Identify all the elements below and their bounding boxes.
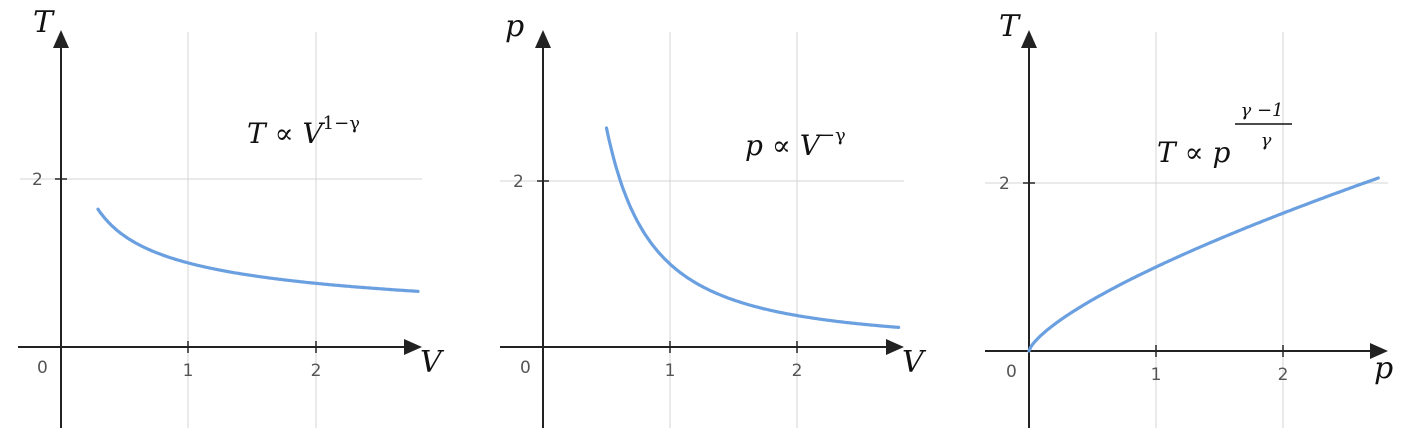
origin-label: 0 xyxy=(520,358,531,378)
y-tick-label-2: 2 xyxy=(32,170,43,190)
relation-annotation: T ∝ V1−γ xyxy=(247,113,360,150)
x-axis-arrow xyxy=(1370,343,1388,359)
x-axis-label: V xyxy=(902,345,927,380)
y-axis-arrow xyxy=(53,30,69,48)
x-tick-label-1: 1 xyxy=(665,361,676,381)
series-line xyxy=(1027,176,1380,353)
origin-label: 0 xyxy=(1006,362,1017,382)
y-tick-label-2: 2 xyxy=(999,174,1010,194)
x-tick-label-2: 2 xyxy=(311,361,322,381)
annotation-rel: ∝ xyxy=(266,117,303,150)
relation-annotation: p ∝ V−γ xyxy=(745,125,846,162)
annotation-exponent: −γ xyxy=(820,125,846,146)
annotation-rel: ∝ xyxy=(763,129,800,162)
y-axis-label: p xyxy=(505,9,524,44)
annotation-exponent: 1−γ xyxy=(323,113,360,134)
origin-label: 0 xyxy=(37,358,48,378)
annotation-base: V xyxy=(800,129,823,162)
x-axis-arrow xyxy=(886,339,904,355)
x-tick-label-2: 2 xyxy=(1278,365,1289,385)
series-line xyxy=(604,126,901,329)
annotation-lhs: p xyxy=(745,129,763,162)
panel-3: 0 1 2 2 p T T ∝ p γ −1 γ xyxy=(985,9,1393,428)
annotation-exp-denominator: γ xyxy=(1261,130,1272,151)
y-axis-arrow xyxy=(535,30,551,48)
y-axis-label: T xyxy=(33,5,55,40)
annotation-rel: ∝ xyxy=(1176,136,1213,169)
x-tick-label-1: 1 xyxy=(1151,365,1162,385)
annotation-base: p xyxy=(1212,136,1230,169)
annotation-main: T ∝ p xyxy=(1157,136,1230,169)
x-tick-label-1: 1 xyxy=(183,361,194,381)
annotation-lhs: T xyxy=(1157,136,1178,169)
x-axis-label: p xyxy=(1374,351,1393,386)
y-axis-label: T xyxy=(999,9,1021,44)
annotation-lhs: T xyxy=(247,117,268,150)
x-axis-arrow xyxy=(404,339,422,355)
relation-annotation: T ∝ p γ −1 γ xyxy=(1157,100,1292,169)
x-axis-label: V xyxy=(420,345,445,380)
y-tick-label-2: 2 xyxy=(513,172,524,192)
y-axis-arrow xyxy=(1021,30,1037,48)
x-tick-label-2: 2 xyxy=(792,361,803,381)
panel-1: 0 1 2 2 V T T ∝ V1−γ xyxy=(18,5,445,428)
annotation-base: V xyxy=(302,117,325,150)
panel-2: 0 1 2 2 V p p ∝ V−γ xyxy=(500,9,927,428)
annotation-exp-numerator: γ −1 xyxy=(1240,100,1283,121)
series-line xyxy=(96,207,420,293)
